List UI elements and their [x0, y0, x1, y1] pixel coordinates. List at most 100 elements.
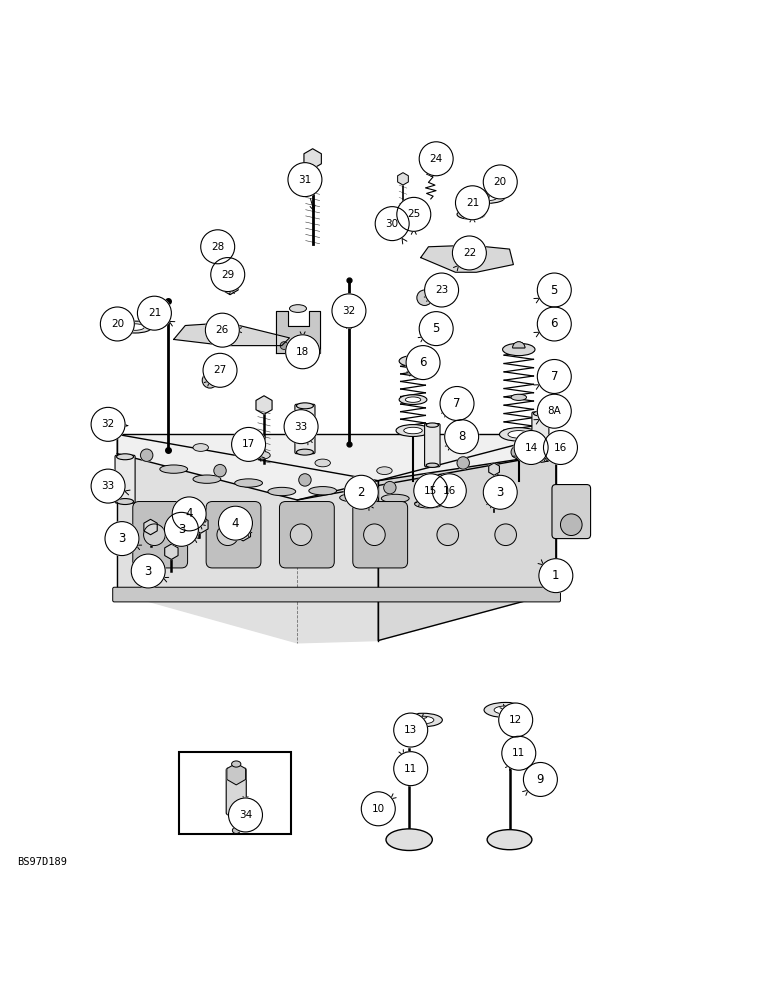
Text: 29: 29 — [221, 270, 235, 280]
Text: 6: 6 — [550, 317, 558, 330]
Circle shape — [91, 407, 125, 441]
Text: 21: 21 — [147, 308, 161, 318]
Circle shape — [425, 273, 459, 307]
Text: 33: 33 — [101, 481, 115, 491]
Circle shape — [309, 342, 317, 349]
Ellipse shape — [403, 224, 415, 228]
Text: 10: 10 — [371, 804, 385, 814]
Ellipse shape — [296, 403, 313, 409]
Ellipse shape — [484, 702, 527, 718]
Circle shape — [202, 373, 218, 388]
Text: 31: 31 — [298, 175, 312, 185]
Polygon shape — [117, 454, 378, 643]
Text: 32: 32 — [101, 419, 115, 429]
Ellipse shape — [503, 753, 516, 759]
Circle shape — [537, 273, 571, 307]
Ellipse shape — [193, 475, 221, 483]
Text: 20: 20 — [110, 319, 124, 329]
Polygon shape — [398, 173, 408, 185]
Text: 7: 7 — [453, 397, 461, 410]
Text: 9: 9 — [537, 773, 544, 786]
FancyBboxPatch shape — [226, 768, 246, 815]
Ellipse shape — [412, 716, 434, 724]
Ellipse shape — [290, 305, 306, 312]
Ellipse shape — [403, 212, 418, 217]
Wedge shape — [407, 353, 419, 359]
Circle shape — [537, 394, 571, 428]
Polygon shape — [491, 475, 505, 490]
Circle shape — [100, 307, 134, 341]
Ellipse shape — [403, 752, 415, 758]
Circle shape — [290, 524, 312, 546]
Ellipse shape — [533, 411, 547, 416]
Ellipse shape — [503, 343, 535, 356]
Circle shape — [280, 342, 288, 349]
Ellipse shape — [511, 394, 527, 400]
Text: 11: 11 — [404, 764, 418, 774]
Circle shape — [344, 475, 378, 509]
Text: BS97D189: BS97D189 — [17, 857, 67, 867]
Ellipse shape — [426, 423, 438, 427]
Ellipse shape — [117, 499, 134, 505]
Text: 7: 7 — [550, 370, 558, 383]
Text: 4: 4 — [232, 517, 239, 530]
Ellipse shape — [235, 479, 262, 487]
Circle shape — [483, 475, 517, 509]
Ellipse shape — [397, 209, 425, 219]
Text: 3: 3 — [178, 523, 185, 536]
Ellipse shape — [396, 425, 430, 436]
Ellipse shape — [296, 449, 313, 455]
Text: 25: 25 — [407, 209, 421, 219]
Text: 24: 24 — [429, 154, 443, 164]
Circle shape — [375, 207, 409, 241]
Ellipse shape — [404, 713, 442, 727]
FancyBboxPatch shape — [206, 502, 261, 568]
Text: 32: 32 — [342, 306, 356, 316]
Ellipse shape — [118, 321, 152, 333]
Circle shape — [445, 420, 479, 454]
Ellipse shape — [255, 451, 270, 459]
Circle shape — [229, 798, 262, 832]
Polygon shape — [117, 434, 556, 500]
Polygon shape — [378, 434, 556, 641]
Ellipse shape — [463, 212, 479, 217]
Polygon shape — [360, 486, 374, 502]
Circle shape — [483, 165, 517, 199]
FancyBboxPatch shape — [133, 502, 188, 568]
Circle shape — [543, 431, 577, 464]
Circle shape — [394, 713, 428, 747]
FancyBboxPatch shape — [279, 502, 334, 568]
Polygon shape — [117, 434, 556, 593]
Circle shape — [284, 410, 318, 444]
Ellipse shape — [141, 316, 168, 326]
Circle shape — [397, 197, 431, 231]
Circle shape — [452, 236, 486, 270]
Polygon shape — [304, 149, 321, 169]
Ellipse shape — [435, 481, 448, 488]
Circle shape — [539, 559, 573, 593]
Text: 8: 8 — [458, 430, 466, 443]
Ellipse shape — [377, 467, 392, 475]
Text: 34: 34 — [239, 810, 252, 820]
Polygon shape — [164, 544, 178, 559]
Circle shape — [137, 296, 171, 330]
Text: 8A: 8A — [547, 406, 561, 416]
Ellipse shape — [117, 454, 134, 460]
Polygon shape — [489, 463, 499, 475]
FancyBboxPatch shape — [425, 424, 440, 467]
Ellipse shape — [386, 829, 432, 850]
Text: 16: 16 — [442, 486, 456, 496]
Circle shape — [232, 427, 266, 461]
Wedge shape — [513, 342, 525, 348]
Circle shape — [217, 524, 239, 546]
Ellipse shape — [315, 459, 330, 467]
Text: 5: 5 — [432, 322, 440, 335]
Circle shape — [419, 142, 453, 176]
Circle shape — [495, 524, 516, 546]
Ellipse shape — [457, 209, 485, 219]
Circle shape — [537, 307, 571, 341]
Circle shape — [286, 335, 320, 369]
Wedge shape — [513, 342, 525, 348]
Text: 3: 3 — [144, 565, 152, 578]
Ellipse shape — [487, 830, 532, 850]
